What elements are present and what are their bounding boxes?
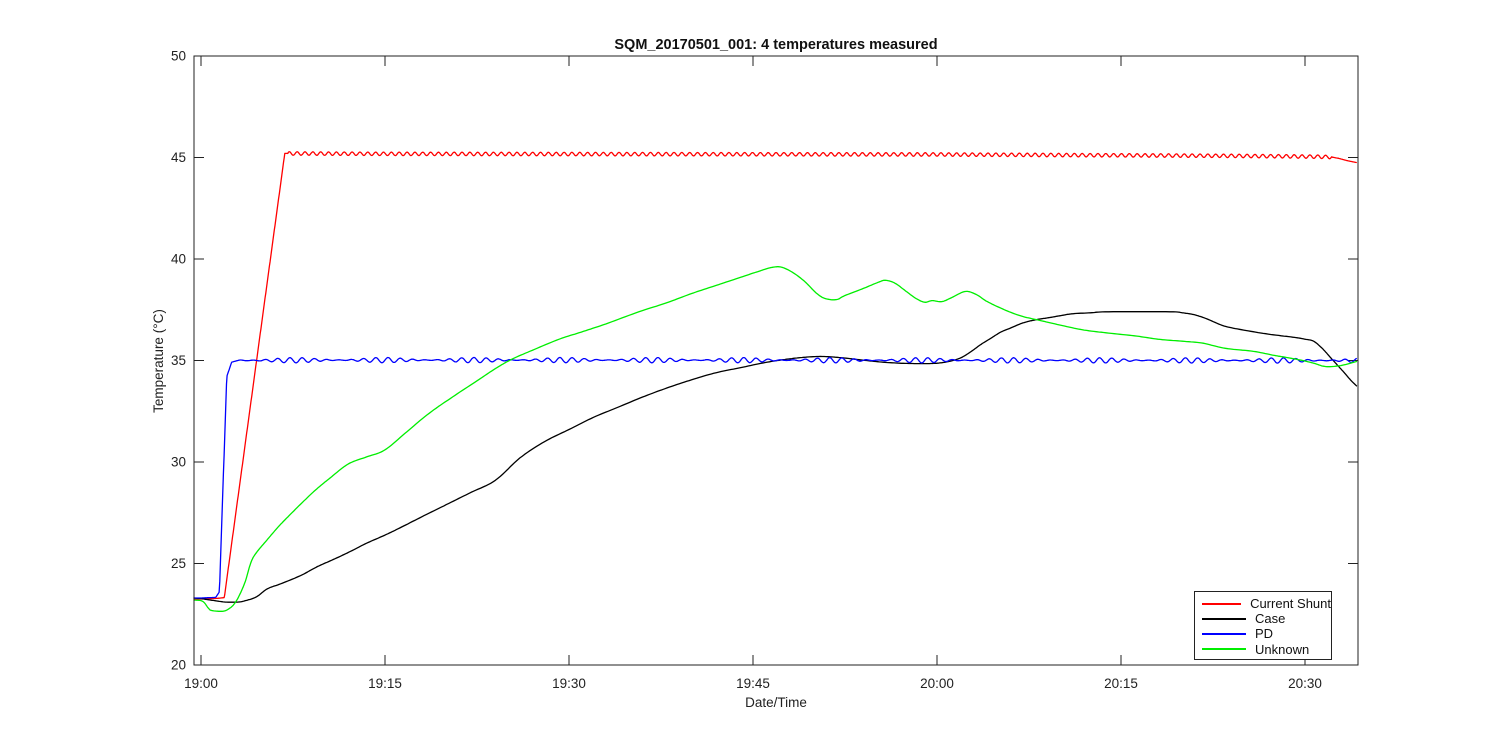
series-lines — [193, 151, 1358, 612]
y-tick-label: 35 — [171, 353, 186, 368]
x-tick-labels: 19:00 19:15 19:30 19:45 20:00 20:15 20:30 — [184, 676, 1322, 691]
x-tick-label: 19:30 — [552, 676, 586, 691]
legend-label-pd: PD — [1255, 626, 1274, 642]
series-line-current-shunt — [193, 151, 1357, 600]
x-tick-label: 19:45 — [736, 676, 770, 691]
y-tick-label: 25 — [171, 556, 186, 571]
y-tick-label: 45 — [171, 150, 186, 165]
pd-line-swatch — [1202, 632, 1246, 635]
legend-item-current-shunt: Current Shunt — [1202, 596, 1331, 611]
x-tick-label: 19:00 — [184, 676, 218, 691]
y-tick-label: 40 — [171, 252, 186, 267]
legend-item-pd: PD — [1202, 626, 1331, 641]
unknown-line-swatch — [1202, 648, 1246, 651]
x-tick-label: 20:00 — [920, 676, 954, 691]
legend-item-unknown: Unknown — [1202, 642, 1331, 657]
legend-item-case: Case — [1202, 611, 1331, 626]
y-tick-label: 20 — [171, 658, 186, 673]
y-tick-label: 30 — [171, 455, 186, 470]
x-tick-label: 20:15 — [1104, 676, 1138, 691]
series-line-unknown — [193, 266, 1358, 612]
chart-title: SQM_20170501_001: 4 temperatures measure… — [614, 37, 937, 53]
x-tick-label: 19:15 — [368, 676, 402, 691]
y-tick-label: 50 — [171, 49, 186, 64]
plot-area-border — [193, 55, 1359, 666]
series-line-case — [193, 311, 1358, 603]
current-shunt-line-swatch — [1202, 602, 1242, 605]
y-tick-labels: 20 25 30 35 40 45 50 — [171, 49, 186, 673]
legend: Current Shunt Case PD Unknown — [1194, 591, 1332, 660]
axis-ticks — [194, 55, 1358, 666]
series-line-pd — [193, 356, 1357, 599]
y-axis-label: Temperature (°C) — [151, 309, 166, 413]
x-tick-label: 20:30 — [1288, 676, 1322, 691]
legend-label-current-shunt: Current Shunt — [1250, 596, 1331, 612]
x-axis-label: Date/Time — [745, 695, 807, 710]
legend-label-unknown: Unknown — [1255, 641, 1310, 657]
legend-label-case: Case — [1255, 611, 1286, 627]
case-line-swatch — [1202, 617, 1246, 620]
